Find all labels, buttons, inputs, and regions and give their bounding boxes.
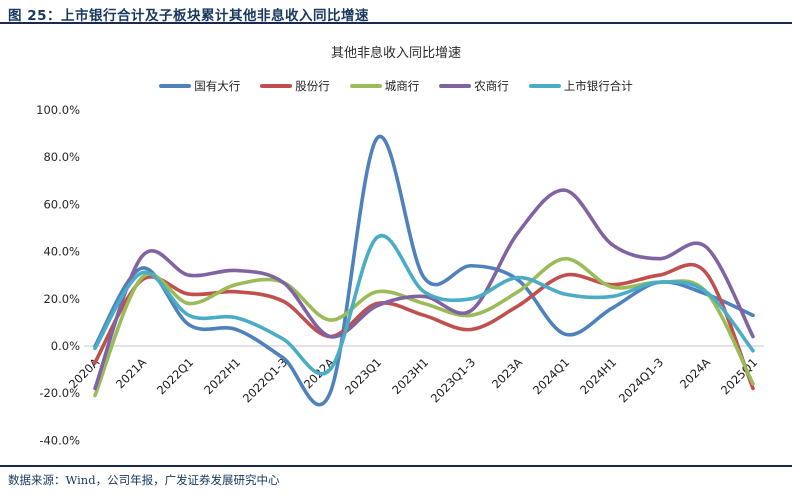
y-axis-tick-label: 20.0% [43, 292, 80, 306]
x-axis-tick-label: 2022Q1-3 [240, 355, 290, 405]
x-axis-tick-label: 2024H1 [577, 355, 619, 397]
legend-label: 上市银行合计 [563, 79, 633, 93]
legend-swatch [349, 84, 382, 88]
legend-swatch [528, 84, 561, 88]
legend-label: 股份行 [295, 79, 330, 93]
x-axis-tick-label: 2021A [113, 355, 149, 391]
x-axis-tick-label: 2024Q1-3 [616, 355, 666, 405]
x-axis-tick-label: 2024A [677, 355, 713, 391]
y-axis-tick-label: 40.0% [43, 245, 80, 259]
legend-label: 城商行 [384, 79, 420, 93]
y-axis-tick-label: -20.0% [39, 386, 80, 400]
legend-swatch [159, 84, 192, 88]
legend-label: 国有大行 [194, 79, 241, 93]
y-axis-tick-label: -40.0% [39, 433, 80, 447]
legend-item-0: 国有大行 [159, 78, 240, 94]
x-axis-tick-label: 2023H1 [389, 355, 431, 397]
legend-swatch [260, 84, 293, 88]
series-line-1 [93, 262, 755, 391]
x-axis-tick-label: 2023Q1 [342, 355, 384, 397]
series-line-4 [93, 233, 755, 376]
legend-label: 农商行 [474, 79, 509, 93]
legend-item-2: 城商行 [349, 78, 420, 94]
x-axis-tick-label: 2023Q1-3 [428, 355, 478, 405]
line-chart: 100.0% 80.0% 60.0% 40.0% 20.0% 0.0% -20.0% -40.… [36, 103, 764, 447]
figure-title: 图 25：上市银行合计及子板块累计其他非息收入同比增速 [8, 8, 369, 24]
data-source: 数据来源：Wind，公司年报，广发证券发展研究中心 [8, 473, 280, 487]
legend-swatch [439, 84, 472, 88]
x-axis-tick-label: 2022H1 [201, 355, 243, 397]
x-axis-tick-label: 2023A [489, 355, 525, 391]
x-axis-tick-label: 2022Q1 [154, 355, 196, 397]
x-axis-tick-label: 2025Q1 [718, 355, 760, 397]
chart-legend: 国有大行 股份行 城商行 农商行 上市银行合计 [0, 78, 792, 94]
legend-item-1: 股份行 [260, 78, 330, 94]
footer-divider [0, 465, 792, 467]
series-line-3 [93, 188, 755, 391]
y-axis-tick-label: 80.0% [43, 150, 80, 164]
header-divider [0, 22, 792, 24]
legend-item-3: 农商行 [439, 78, 509, 94]
y-axis-tick-label: 60.0% [43, 197, 80, 211]
x-axis-tick-label: 2024Q1 [530, 355, 572, 397]
series-line-0 [93, 134, 755, 407]
legend-item-4: 上市银行合计 [528, 78, 633, 94]
y-axis-tick-label: 0.0% [51, 339, 80, 353]
chart-title: 其他非息收入同比增速 [330, 46, 461, 61]
y-axis-tick-label: 100.0% [36, 103, 80, 117]
